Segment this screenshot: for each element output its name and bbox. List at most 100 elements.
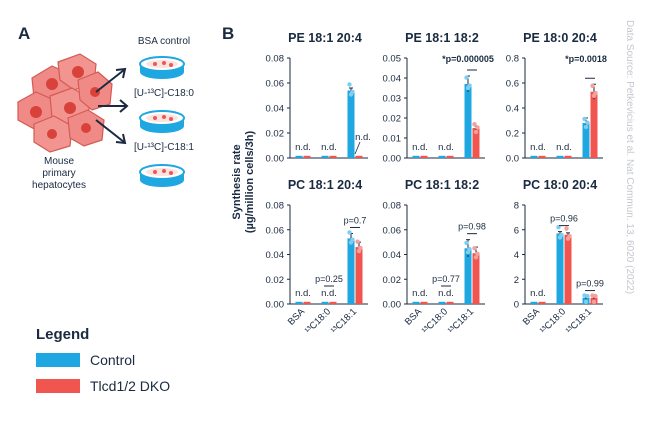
y-tick-label-pe-18-0-20-4: 0.6 [506,79,519,90]
treatment-label-bsa: BSA control [137,36,191,47]
legend-swatch-control [36,353,80,367]
y-tick-label-pe-18-1-18-2: 0.04 [383,74,402,85]
nd-label-pe-18-1-20-4: n.d. [295,142,311,153]
bar-pc-18-1-20-4-control-0 [295,301,303,304]
nd-label-pe-18-1-18-2: n.d. [412,142,428,153]
data-point-pc-18-0-20-4-dko-1 [564,226,569,231]
nd-label-pe-18-0-20-4: n.d. [530,142,546,153]
y-tick-label-pc-18-1-20-4: 0.00 [266,300,285,311]
bar-pc-18-1-20-4-dko-0 [303,301,311,304]
y-tick-label-pc-18-0-20-4: 6 [514,225,519,236]
data-point-pc-18-0-20-4-dko-2 [593,293,598,299]
bar-pc-18-0-20-4-dko-1 [564,234,572,304]
x-tick-label-pc-18-0-20-4-2: ¹³C18:1 [564,306,594,336]
y-tick-label-pe-18-0-20-4: 0.0 [506,154,519,165]
pvalue-label-pc-18-1-20-4-1: p=0.25 [315,274,343,284]
nd-label-pc-18-1-20-4: n.d. [321,288,337,299]
bar-pe-18-1-20-4-dko-2 [355,155,363,158]
pvalue-label-pc-18-1-18-2-2: p=0.98 [458,222,486,232]
nd-pointer-pe-18-1-20-4 [354,141,361,155]
y-tick-label-pc-18-0-20-4: 2 [514,275,519,286]
y-tick-label-pc-18-1-20-4: 0.04 [266,250,285,261]
chart-title-pc-18-1-20-4: PC 18:1 20:4 [288,178,362,192]
data-point-pe-18-1-20-4-control-2 [348,92,354,97]
data-point-pc-18-1-20-4-dko-2 [356,248,362,254]
bar-pc-18-1-20-4-control-1 [321,301,329,304]
bar-pc-18-1-18-2-control-2 [464,248,472,304]
bar-pe-18-0-20-4-dko-1 [564,155,572,158]
data-point-pe-18-1-18-2-control-2 [464,75,469,80]
x-tick-label-pc-18-0-20-4-1: ¹³C18:0 [538,306,568,336]
x-tick-label-pc-18-1-20-4-0: BSA [286,306,308,328]
data-point-pc-18-1-18-2-control-2 [465,250,471,255]
data-point-pc-18-1-20-4-control-2 [347,230,352,235]
panel-b-letter: B [222,24,235,43]
nd-label-pc-18-1-20-4: n.d. [295,288,311,299]
nd-label-pe-18-0-20-4: n.d. [556,142,572,153]
treatment-label-c180: [U-¹³C]-C18:0 [133,88,194,99]
x-tick-label-pc-18-1-20-4-1: ¹³C18:0 [303,306,333,336]
y-tick-label-pe-18-1-18-2: 0.02 [383,114,402,125]
nd-label-pe-18-1-20-4: n.d. [321,142,337,153]
bar-pe-18-1-18-2-control-1 [438,155,446,158]
y-tick-label-pe-18-1-20-4: 0.04 [266,104,285,115]
x-tick-label-pc-18-0-20-4-0: BSA [521,306,543,328]
y-tick-label-pc-18-1-18-2: 0.04 [383,250,402,261]
y-tick-label-pe-18-0-20-4: 0.4 [506,104,519,115]
y-tick-label-pc-18-0-20-4: 8 [514,201,519,212]
data-point-pc-18-1-20-4-control-2 [348,240,354,245]
y-tick-label-pc-18-1-20-4: 0.08 [266,201,285,212]
chart-title-pe-18-1-18-2: PE 18:1 18:2 [405,31,479,45]
bar-pe-18-1-20-4-dko-0 [303,155,311,158]
data-point-pc-18-0-20-4-dko-1 [565,236,571,241]
y-tick-label-pe-18-1-20-4: 0.06 [266,79,285,90]
bar-pc-18-1-20-4-dko-1 [329,301,337,304]
arrow-icons [95,67,129,145]
chart-title-pe-18-0-20-4: PE 18:0 20:4 [523,31,597,45]
cells-label-line1: Mouse [43,156,74,167]
bar-pe-18-0-20-4-control-0 [530,155,538,158]
bar-pc-18-1-18-2-dko-2 [472,253,480,304]
bar-pc-18-1-20-4-control-2 [347,238,355,304]
bar-pe-18-0-20-4-control-1 [556,155,564,158]
y-tick-label-pe-18-1-18-2: 0.03 [383,94,402,105]
bar-pc-18-1-18-2-control-1 [438,301,446,304]
data-point-pe-18-0-20-4-control-2 [582,116,587,122]
legend-item-control: Control [36,352,135,368]
nd-label-pc-18-1-18-2: n.d. [438,288,454,299]
data-point-pc-18-0-20-4-control-1 [557,235,563,240]
cells-label-line2: primary [42,168,76,179]
bar-pe-18-1-18-2-control-0 [412,155,420,158]
x-tick-label-pc-18-1-18-2-1: ¹³C18:0 [420,306,450,336]
data-point-pc-18-1-18-2-dko-2 [472,246,477,251]
y-tick-label-pc-18-1-18-2: 0.02 [383,275,402,286]
data-point-pc-18-1-18-2-dko-2 [475,251,480,256]
bar-pe-18-0-20-4-dko-0 [538,155,546,158]
y-tick-label-pe-18-1-20-4: 0.02 [266,129,285,140]
y-tick-label-pe-18-0-20-4: 0.8 [506,54,519,65]
legend-label-control: Control [90,352,136,368]
chart-title-pc-18-1-18-2: PC 18:1 18:2 [405,178,479,192]
y-tick-label-pe-18-1-20-4: 0.00 [266,154,285,165]
data-point-pe-18-0-20-4-control-2 [585,120,590,125]
bar-pe-18-0-20-4-dko-2 [590,91,598,158]
y-axis-label-line1: Synthesis rate [231,144,243,219]
data-point-pc-18-0-20-4-control-2 [583,299,589,305]
y-tick-label-pc-18-1-18-2: 0.00 [383,300,402,311]
y-tick-label-pe-18-1-18-2: 0.01 [383,134,402,145]
y-tick-label-pe-18-1-18-2: 0.00 [383,154,402,165]
bar-pc-18-1-18-2-dko-0 [420,301,428,304]
data-point-pc-18-1-18-2-dko-2 [473,255,479,260]
y-axis-label-line2: (µg/million cells/3h) [244,131,256,234]
bar-pc-18-0-20-4-control-0 [530,301,538,304]
chart-title-pc-18-0-20-4: PC 18:0 20:4 [523,178,597,192]
bar-pe-18-1-20-4-control-1 [321,155,329,158]
bar-pc-18-0-20-4-control-1 [556,233,564,304]
nd-label-pc-18-0-20-4: n.d. [530,288,546,299]
data-source-note: Data Source: Petkevicius et al. Nat Comm… [624,20,635,295]
y-tick-label-pe-18-1-20-4: 0.08 [266,54,285,65]
nd-label-pe-18-1-18-2: n.d. [438,142,454,153]
significance-label-pe-18-0-20-4: *p=0.0018 [565,54,607,64]
